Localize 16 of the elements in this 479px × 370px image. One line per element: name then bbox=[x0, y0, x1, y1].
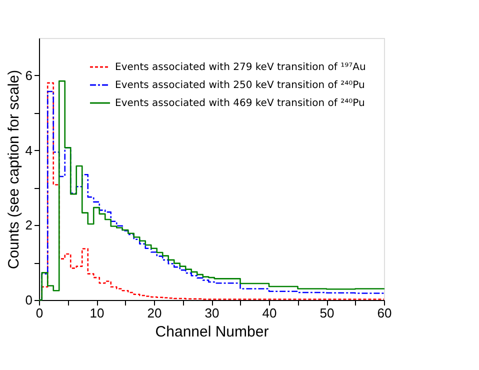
y-axis-title: Counts (see caption for scale) bbox=[5, 70, 22, 270]
y-tick-label: 6 bbox=[25, 68, 32, 83]
x-tick-label: 50 bbox=[320, 306, 334, 320]
legend-label: Events associated with 250 keV transition of ²⁴⁰Pu bbox=[115, 80, 365, 91]
x-tick-label: 20 bbox=[147, 306, 162, 320]
x-tick-label: 0 bbox=[36, 306, 44, 320]
x-tick-label: 30 bbox=[204, 306, 220, 320]
y-tick-label: 0 bbox=[25, 292, 32, 308]
x-tick-label: 60 bbox=[377, 306, 392, 320]
legend-label: Events associated with 279 keV transition of ¹⁹⁷Au bbox=[115, 62, 366, 73]
x-tick-label: 10 bbox=[90, 306, 104, 320]
y-tick-label: 4 bbox=[25, 142, 32, 158]
x-axis-title: Channel Number bbox=[155, 324, 269, 340]
legend-label: Events associated with 469 keV transition of ²⁴⁰Pu bbox=[115, 98, 365, 109]
y-tick-label: 2 bbox=[25, 218, 32, 233]
x-tick-label: 40 bbox=[262, 306, 277, 320]
